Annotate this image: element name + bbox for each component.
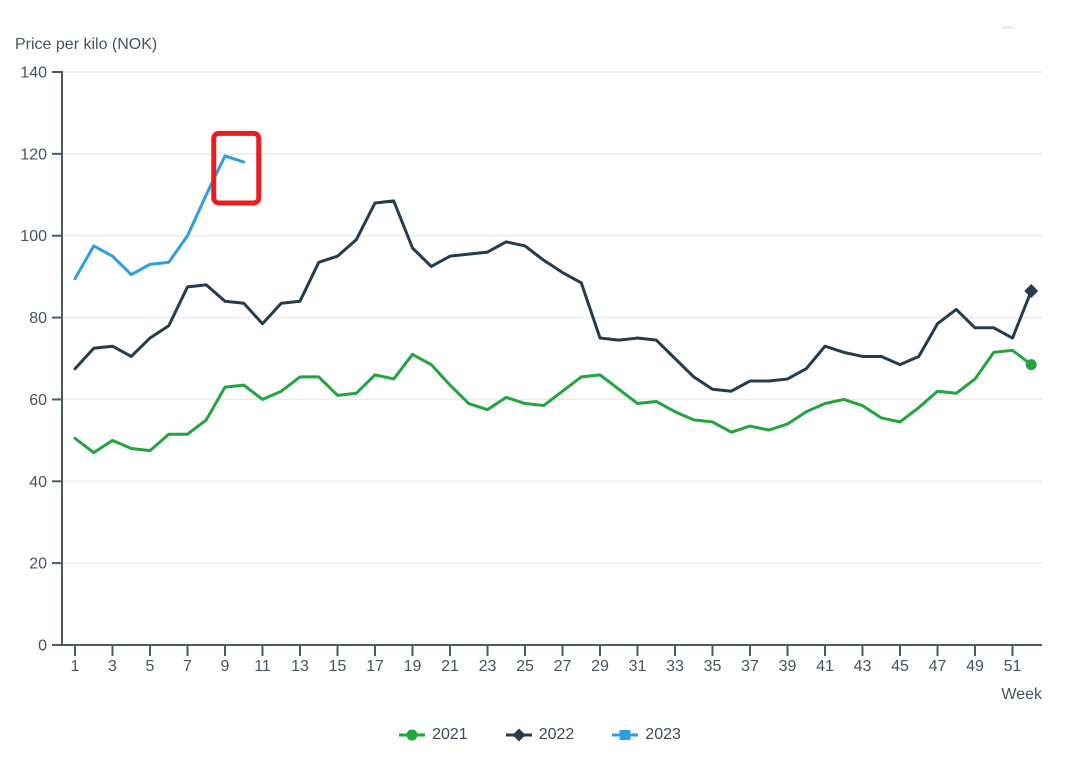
y-tick-label: 0 bbox=[38, 638, 47, 655]
x-tick-label: 19 bbox=[404, 658, 422, 675]
legend-label: 2021 bbox=[432, 726, 468, 743]
legend-item-2023[interactable]: 2023 bbox=[612, 726, 681, 744]
end-marker-2022 bbox=[1024, 283, 1039, 298]
x-tick-label: 43 bbox=[854, 658, 872, 675]
x-tick-label: 27 bbox=[554, 658, 572, 675]
y-tick-label: 20 bbox=[29, 556, 47, 573]
y-tick-label: 120 bbox=[20, 146, 47, 163]
x-tick-label: 23 bbox=[479, 658, 497, 675]
legend-item-2021[interactable]: 2021 bbox=[399, 726, 468, 744]
x-tick-label: 7 bbox=[183, 658, 192, 675]
end-marker-2021 bbox=[1025, 359, 1037, 371]
x-tick-label: 11 bbox=[254, 658, 271, 675]
x-tick-label: 35 bbox=[704, 658, 722, 675]
legend-label: 2022 bbox=[538, 726, 575, 743]
artifact-mark bbox=[1002, 26, 1013, 29]
x-tick-label: 17 bbox=[366, 658, 384, 675]
square-marker-icon bbox=[612, 730, 639, 740]
x-tick-label: 5 bbox=[146, 658, 155, 675]
chart-title: Price per kilo (NOK) bbox=[15, 36, 158, 53]
x-tick-label: 25 bbox=[516, 658, 534, 675]
x-tick-label: 1 bbox=[71, 658, 80, 675]
y-tick-label: 100 bbox=[20, 228, 47, 245]
x-tick-label: 3 bbox=[108, 658, 117, 675]
circle-marker-icon bbox=[399, 729, 426, 741]
diamond-marker-icon bbox=[505, 728, 532, 742]
x-tick-label: 21 bbox=[441, 658, 459, 675]
x-tick-label: 33 bbox=[666, 658, 684, 675]
x-tick-label: 49 bbox=[966, 658, 984, 675]
x-tick-label: 51 bbox=[1004, 658, 1022, 675]
annotation-red-box bbox=[211, 130, 262, 206]
y-tick-label: 40 bbox=[29, 474, 47, 491]
x-tick-label: 47 bbox=[929, 658, 947, 675]
y-tick-label: 140 bbox=[20, 65, 47, 82]
series-line-2023 bbox=[73, 154, 246, 281]
x-tick-label: 15 bbox=[329, 658, 347, 675]
x-axis-title: Week bbox=[1001, 686, 1042, 703]
y-tick-label: 60 bbox=[29, 392, 47, 409]
chart-legend: 2021 2022 2023 bbox=[0, 726, 1080, 744]
x-tick-label: 45 bbox=[891, 658, 909, 675]
x-tick-label: 39 bbox=[779, 658, 797, 675]
x-tick-label: 29 bbox=[591, 658, 609, 675]
x-tick-label: 37 bbox=[741, 658, 759, 675]
x-tick-label: 13 bbox=[291, 658, 309, 675]
x-tick-label: 31 bbox=[629, 658, 647, 675]
legend-item-2022[interactable]: 2022 bbox=[505, 726, 575, 744]
x-tick-label: 41 bbox=[816, 658, 834, 675]
y-tick-label: 80 bbox=[29, 310, 47, 327]
series-line-2021 bbox=[73, 348, 1033, 455]
legend-label: 2023 bbox=[645, 726, 681, 743]
x-tick-label: 9 bbox=[221, 658, 230, 675]
series-line-2022 bbox=[73, 199, 1033, 393]
